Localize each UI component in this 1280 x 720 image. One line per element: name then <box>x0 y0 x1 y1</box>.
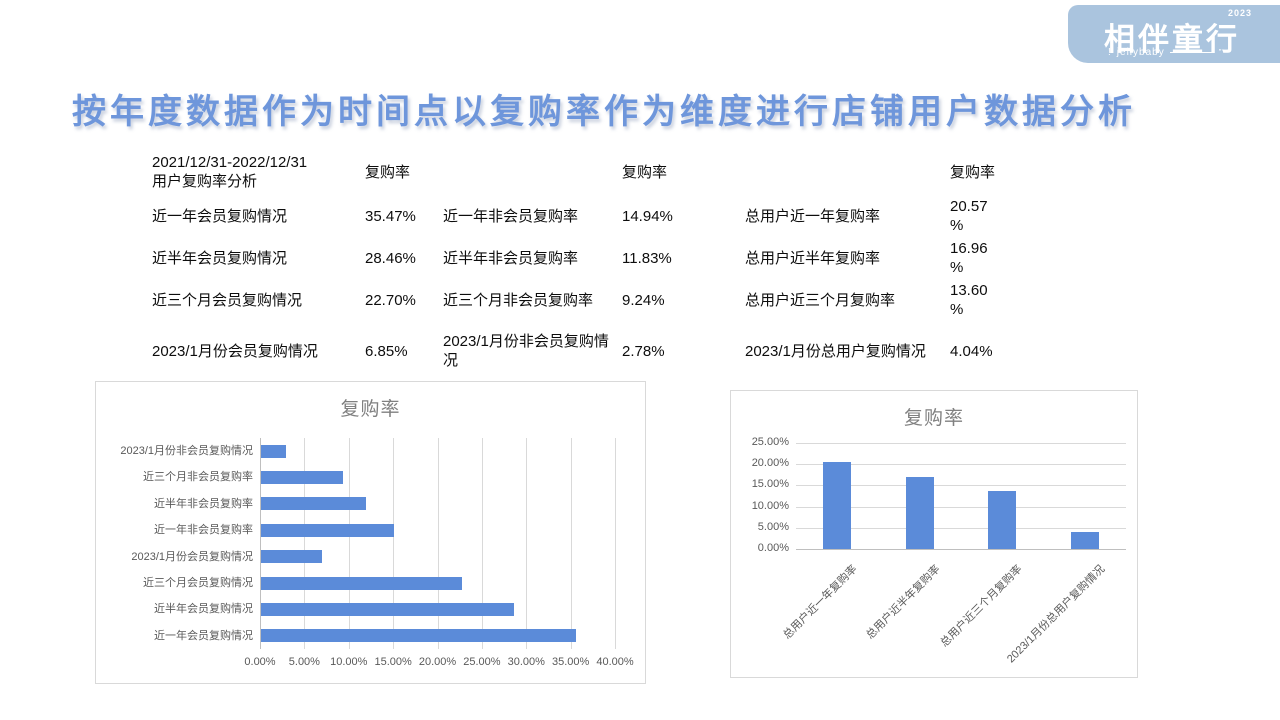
table-cell-empty <box>443 150 622 196</box>
gridline-vertical <box>570 438 572 649</box>
bar <box>261 471 343 485</box>
category-axis-label: 2023/1月份非会员复购情况 <box>120 445 253 457</box>
x-axis-tick-label: 15.00% <box>374 656 412 668</box>
x-axis-tick-label: 25.00% <box>463 656 501 668</box>
category-axis-label: 近半年会员复购情况 <box>154 603 253 616</box>
x-axis-tick-label: 5.00% <box>288 656 320 668</box>
category-axis-label: 近三个月会员复购情况 <box>143 576 253 589</box>
bar <box>261 550 322 564</box>
table-row-label: 近半年会员复购情况 <box>152 249 288 267</box>
gridline-vertical <box>260 438 261 649</box>
table-row-value: 20.57 % <box>950 198 988 234</box>
table-row-label: 2023/1月份非会员复购情况 <box>443 333 609 369</box>
category-axis-label: 近一年非会员复购率 <box>154 524 253 537</box>
table-row-label: 近三个月非会员复购率 <box>443 291 594 309</box>
table-row-label: 近一年会员复购情况 <box>152 207 288 225</box>
gridline-vertical <box>615 438 616 649</box>
table-row-value: 4.04% <box>950 342 993 360</box>
x-axis-tick-label: 40.00% <box>596 656 634 668</box>
gridline-horizontal <box>796 443 1126 444</box>
brand-logo: 2023 相伴童行 ! jellybaby ” <box>1068 5 1280 63</box>
category-axis-label: 近半年非会员复购率 <box>154 497 253 510</box>
bar <box>261 444 286 458</box>
bar <box>823 461 852 549</box>
bar <box>261 629 576 643</box>
gridline-horizontal <box>796 527 1126 529</box>
x-axis-tick-label: 10.00% <box>330 656 368 668</box>
category-axis-label: 近三个月非会员复购率 <box>143 471 253 484</box>
x-axis-tick-label: 0.00% <box>244 656 276 668</box>
x-axis-tick-label: 35.00% <box>551 656 590 668</box>
logo-dash-line <box>1169 52 1214 53</box>
table-header-rate-3: 复购率 <box>950 163 996 181</box>
y-axis-tick-label: 15.00% <box>751 478 789 491</box>
slide-title: 按年度数据作为时间点以复购率作为维度进行店铺用户数据分析 <box>72 93 1136 131</box>
table-row-label: 总用户近一年复购率 <box>745 207 881 225</box>
table-cell-empty <box>745 150 950 196</box>
gridline-vertical <box>437 438 439 649</box>
table-row-value: 6.85% <box>365 342 408 360</box>
gridline-vertical <box>304 438 306 649</box>
right-chart-canvas: 25.00% 20.00% 15.00% 10.00% 5.00% 0.00% 总用户近一年… <box>731 391 1137 677</box>
left-chart-canvas: 0.00% 5.00% 10.00% 15.00% 20.00% 25.00% 30.00%… <box>96 382 645 683</box>
table-row-value: 16.96 % <box>950 240 988 276</box>
bar <box>261 497 366 511</box>
logo-brand-text: 相伴童行 <box>1104 22 1240 57</box>
x-axis-tick-label: 30.00% <box>507 656 545 668</box>
category-axis-label: 近一年会员复购情况 <box>154 629 253 642</box>
gridline-vertical <box>526 438 528 649</box>
table-row-value: 14.94% <box>622 207 673 225</box>
gridline-vertical <box>348 438 350 649</box>
gridline-horizontal <box>796 506 1126 508</box>
x-axis-tick-label: 20.00% <box>418 656 457 668</box>
repurchase-data-table: 2021/12/31-2022/12/31 用户复购率分析 复购率 复购率 复购… <box>152 150 1022 382</box>
y-axis-tick-label: 0.00% <box>757 542 789 554</box>
bar <box>988 491 1017 549</box>
logo-quote-mark: ” <box>1218 48 1223 57</box>
logo-exclamation-mark: ! <box>1108 47 1112 58</box>
member-repurchase-bar-chart: 复购率 0.00% 5.00% 10.00% 15.00% 20.00% 25.00% 30… <box>95 381 646 684</box>
table-row-label: 总用户近三个月复购率 <box>745 291 896 309</box>
left-chart-title: 复购率 <box>340 399 401 420</box>
table-row-value: 28.46% <box>365 249 416 267</box>
table-header-rate-2: 复购率 <box>622 163 668 181</box>
table-row-label: 近半年非会员复购率 <box>443 249 579 267</box>
category-axis-label: 2023/1月份会员复购情况 <box>131 550 253 563</box>
table-header-period: 2021/12/31-2022/12/31 用户复购率分析 <box>152 154 308 190</box>
bar <box>261 602 514 616</box>
table-row-label: 2023/1月份总用户复购情况 <box>745 342 926 360</box>
table-row-label: 近一年非会员复购率 <box>443 207 579 225</box>
gridline-horizontal <box>796 485 1126 487</box>
bar <box>261 576 463 590</box>
gridline-vertical <box>393 438 395 649</box>
table-row-value: 2.78% <box>622 342 665 360</box>
bar <box>261 523 394 537</box>
table-row-value: 13.60 % <box>950 282 988 318</box>
total-user-repurchase-bar-chart: 复购率 25.00% 20.00% 15.00% 10.00% 5.00% 0.00% 总用… <box>730 390 1138 678</box>
gridline-horizontal <box>796 549 1126 550</box>
logo-year-text: 2023 <box>1227 8 1252 18</box>
y-axis-tick-label: 20.00% <box>751 457 789 470</box>
y-axis-tick-label: 5.00% <box>757 520 789 533</box>
table-row-label: 近三个月会员复购情况 <box>152 291 303 309</box>
x-axis-category-label: 总用户近一年复购率 <box>781 563 860 642</box>
bar <box>905 477 934 549</box>
gridline-horizontal <box>796 464 1126 466</box>
logo-subtitle: ! jellybaby ” <box>1108 47 1222 58</box>
bar <box>1070 531 1099 549</box>
right-chart-title: 复购率 <box>903 408 964 429</box>
table-row-value: 11.83% <box>622 249 672 267</box>
x-axis-category-label: 总用户近三个月复购率 <box>938 563 1025 650</box>
table-row-label: 2023/1月份会员复购情况 <box>152 342 318 360</box>
y-axis-tick-label: 25.00% <box>751 436 789 448</box>
table-row-label: 总用户近半年复购率 <box>745 249 881 267</box>
x-axis-category-label: 总用户近半年复购率 <box>863 563 943 642</box>
table-header-rate-1: 复购率 <box>365 163 411 181</box>
table-row-value: 22.70% <box>365 291 416 309</box>
gridline-vertical <box>481 438 483 649</box>
y-axis-tick-label: 10.00% <box>751 499 789 512</box>
table-row-value: 35.47% <box>365 207 416 225</box>
logo-sub-text: jellybaby <box>1116 47 1165 58</box>
table-row-value: 9.24% <box>622 291 665 309</box>
